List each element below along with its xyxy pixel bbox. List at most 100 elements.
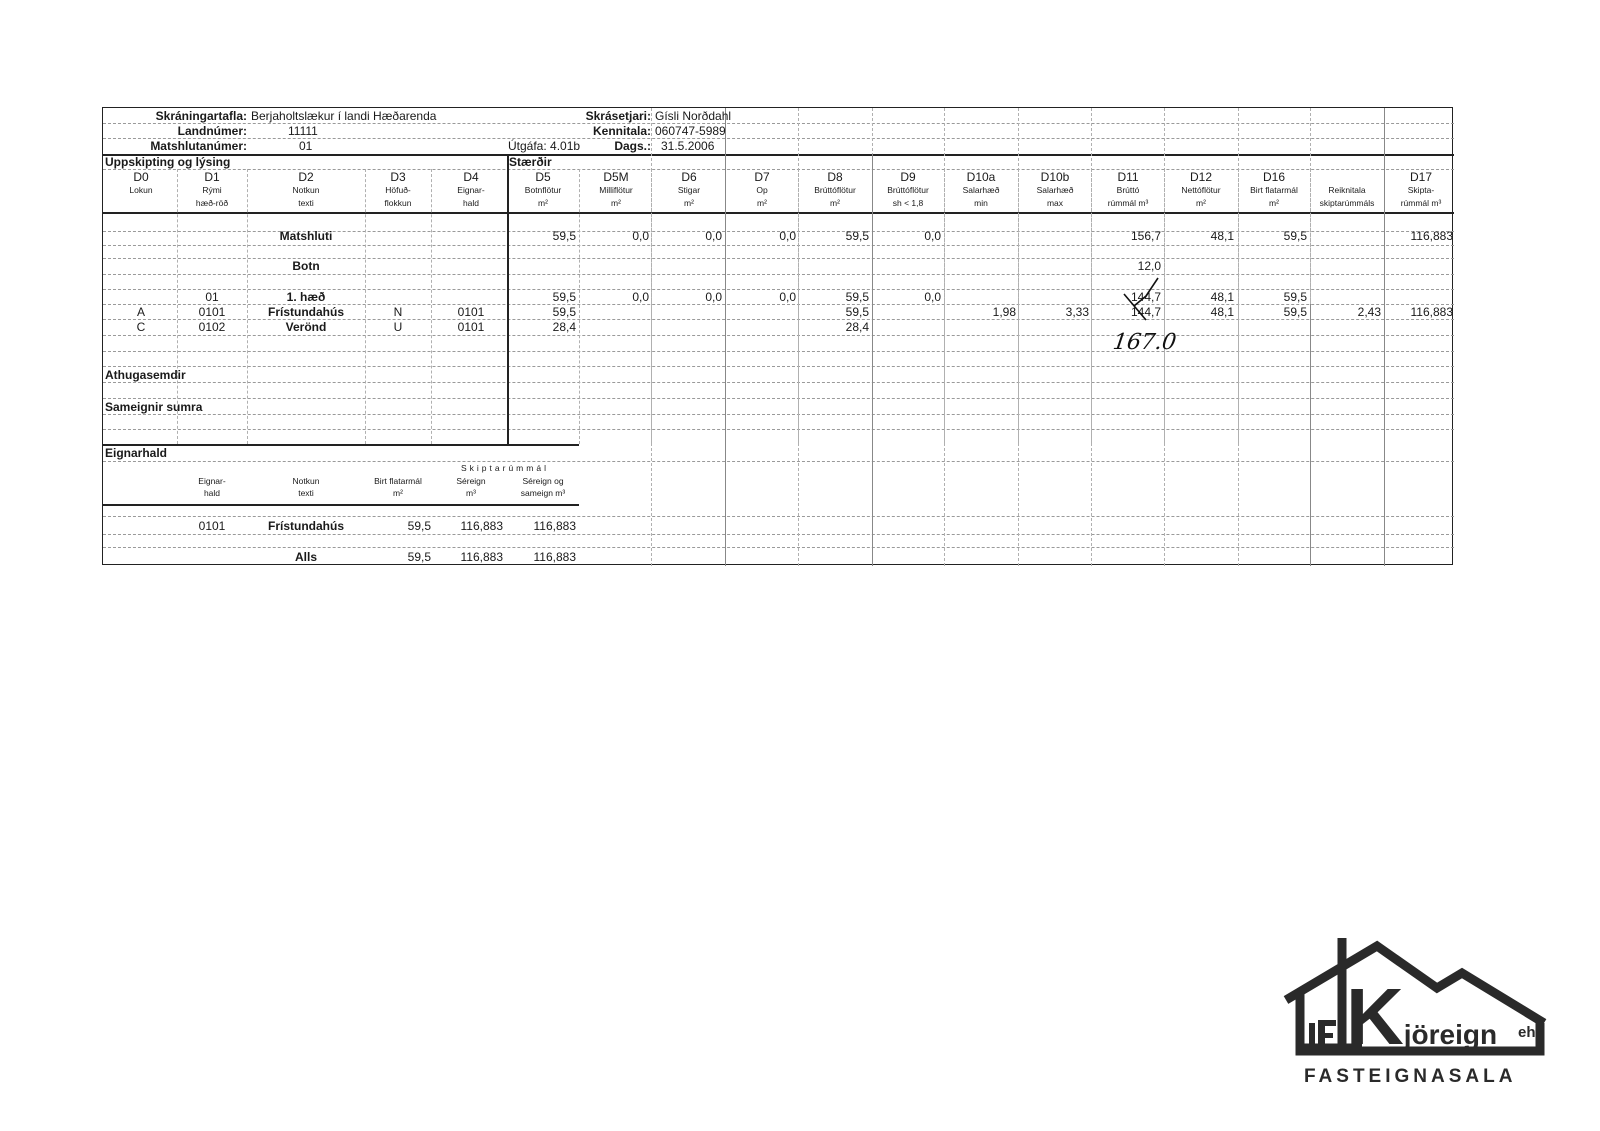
column-code: D16 [1262, 170, 1285, 184]
cell-haed-1: 0,0 [924, 290, 941, 304]
column-divider [431, 169, 432, 444]
row-divider [103, 414, 1454, 415]
cell-verond: 28,4 [845, 320, 869, 334]
cell-haed-1: 1. hæð [286, 290, 326, 304]
row-divider [103, 351, 1454, 352]
row-divider [103, 289, 1454, 290]
column-unit: hald [462, 198, 480, 208]
eignarhald-cell: Frístundahús [267, 519, 344, 533]
column-code: D0 [133, 170, 149, 184]
column-divider [651, 108, 652, 566]
cell-verond: 0101 [457, 320, 485, 334]
row-divider [103, 212, 1454, 214]
cell-haed-1: 0,0 [779, 290, 796, 304]
column-unit: m² [538, 198, 548, 208]
matshlutanumer-value: 01 [299, 139, 313, 153]
company-logo: Kjöreign ehf FASTEIGNASALA [1282, 938, 1547, 1088]
column-code: D4 [463, 170, 479, 184]
column-unit: rúmmál m³ [1107, 198, 1149, 208]
column-divider [798, 108, 799, 566]
skiptarummal-header: Skiptarúmmál [461, 463, 549, 473]
column-code: D7 [754, 170, 770, 184]
column-code: D11 [1117, 170, 1139, 184]
row-divider [103, 335, 1454, 336]
column-subtitle: Stigar [677, 185, 701, 195]
eignarhald-unit: texti [298, 488, 314, 498]
row-divider [103, 169, 1454, 170]
column-unit: m² [611, 198, 621, 208]
cell-verond: 28,4 [552, 320, 576, 334]
column-unit: hæð-röð [195, 198, 229, 208]
section-sameignir: Sameignir sumra [105, 400, 203, 414]
column-subtitle: Brúttóflötur [887, 185, 929, 195]
row-divider [103, 382, 1454, 383]
title-label: Skráningartafla: [155, 109, 247, 123]
cell-haed-1: 59,5 [552, 290, 576, 304]
eignarhald-cell: 0101 [198, 519, 226, 533]
column-code: D6 [681, 170, 697, 184]
cell-matshluti: 116,883 [1410, 229, 1454, 243]
column-unit: texti [298, 198, 314, 208]
column-subtitle: Reiknitala [1328, 185, 1366, 195]
eignarhald-unit: m³ [466, 488, 476, 498]
column-divider [247, 169, 248, 444]
row-divider [103, 319, 1454, 320]
total-cell: 59,5 [407, 550, 431, 564]
row-divider [103, 274, 1454, 275]
column-subtitle: Skipta- [1407, 185, 1435, 195]
cell-fristundahus: 116,883 [1410, 305, 1454, 319]
column-unit: m² [830, 198, 840, 208]
column-subtitle: Rými [202, 185, 222, 195]
column-unit: skiptarúmmáls [1319, 198, 1375, 208]
section-uppskipting: Uppskipting og lýsing [105, 155, 231, 169]
cell-fristundahus: 144,7 [1130, 305, 1161, 319]
column-unit: m² [684, 198, 694, 208]
eignarhald-unit: m² [393, 488, 403, 498]
cell-haed-1: 01 [205, 290, 219, 304]
cell-fristundahus: A [136, 305, 145, 319]
skrasetjari-label: Skrásetjari: [585, 109, 651, 123]
column-code: D17 [1409, 170, 1432, 184]
cell-matshluti: 59,5 [845, 229, 869, 243]
title-value: Berjaholtslækur í landi Hæðarenda [251, 109, 437, 123]
cell-matshluti: 0,0 [924, 229, 941, 243]
registration-table: Skráningartafla: Berjaholtslækur í landi … [102, 107, 1454, 566]
handwritten-strike-mark [1123, 277, 1159, 321]
row-divider [103, 461, 1454, 462]
column-subtitle: Lokun [129, 185, 153, 195]
cell-matshluti: 59,5 [552, 229, 576, 243]
row-divider [103, 245, 1454, 246]
eignarhald-column: Eignar- [198, 476, 226, 486]
cell-matshluti: Matshluti [279, 229, 333, 243]
column-divider [365, 169, 366, 444]
row-divider [103, 516, 1454, 517]
date-value: 31.5.2006 [661, 139, 715, 153]
column-unit: m² [1196, 198, 1206, 208]
logo-tagline: FASTEIGNASALA [1304, 1066, 1517, 1087]
row-divider [103, 231, 1454, 232]
kennitala-label: Kennitala: [592, 124, 651, 138]
eignarhald-column: Birt flatarmál [374, 476, 422, 486]
cell-fristundahus: 1,98 [992, 305, 1016, 319]
cell-fristundahus: 59,5 [1283, 305, 1307, 319]
row-divider [103, 154, 1454, 156]
column-subtitle: Salarhæð [962, 185, 1000, 195]
logo-brand: Kjöreign [1346, 972, 1498, 1061]
total-cell: 116,883 [460, 550, 504, 564]
date-label: Dags.: [614, 139, 651, 153]
cell-botn: 12,0 [1137, 259, 1161, 273]
column-code: D10a [966, 170, 996, 184]
row-divider [103, 444, 579, 446]
column-divider [872, 154, 873, 566]
cell-fristundahus: 0101 [457, 305, 485, 319]
column-unit: max [1046, 198, 1064, 208]
handwritten-correction: 167.0 [1111, 330, 1178, 355]
cell-fristundahus: Frístundahús [267, 305, 344, 319]
cell-fristundahus: N [393, 305, 403, 319]
column-subtitle: Op [756, 185, 768, 195]
column-divider [507, 154, 509, 444]
column-code: D1 [204, 170, 220, 184]
column-divider [1018, 108, 1019, 566]
cell-fristundahus: 59,5 [845, 305, 869, 319]
column-subtitle: Höfuð- [385, 185, 411, 195]
